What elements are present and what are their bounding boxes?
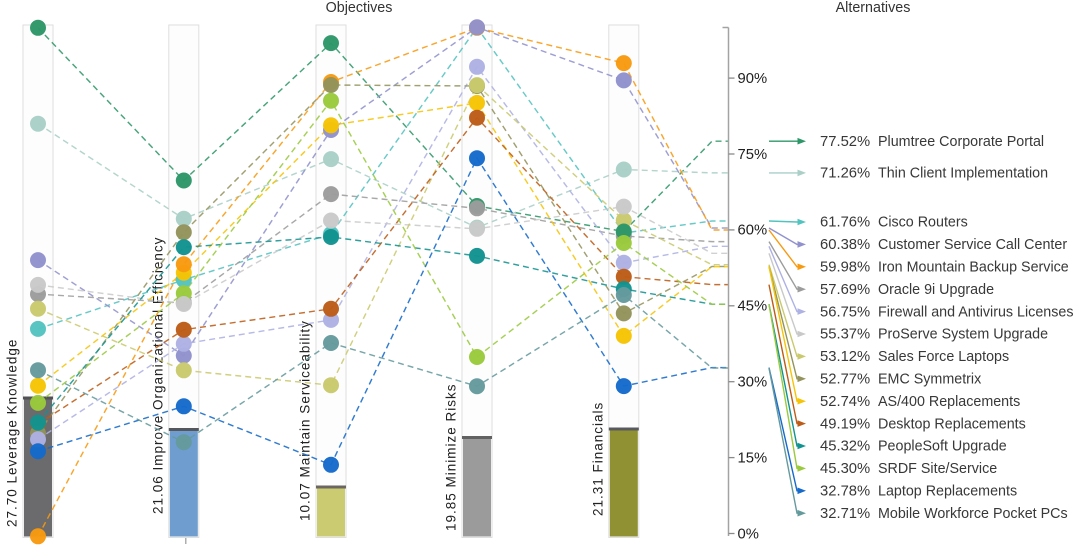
svg-text:Cisco Routers: Cisco Routers (878, 215, 968, 231)
svg-text:32.71%: 32.71% (820, 506, 870, 522)
svg-text:AS/400 Replacements: AS/400 Replacements (878, 394, 1020, 410)
svg-text:52.77%: 52.77% (820, 372, 870, 388)
svg-text:49.19%: 49.19% (820, 416, 870, 432)
svg-text:57.69%: 57.69% (820, 282, 870, 298)
svg-text:21.31 Financials: 21.31 Financials (590, 402, 605, 516)
svg-text:Iron Mountain Backup Service: Iron Mountain Backup Service (878, 260, 1069, 276)
svg-text:Customer Service Call Center: Customer Service Call Center (878, 237, 1067, 253)
svg-text:56.75%: 56.75% (820, 304, 870, 320)
svg-text:Oracle 9i Upgrade: Oracle 9i Upgrade (878, 282, 994, 298)
svg-text:Mobile Workforce Pocket PCs: Mobile Workforce Pocket PCs (878, 506, 1068, 522)
svg-text:EMC Symmetrix: EMC Symmetrix (878, 372, 981, 388)
svg-text:55.37%: 55.37% (820, 327, 870, 343)
svg-text:21.06 Improve Organizational E: 21.06 Improve Organizational Efficiency (150, 237, 165, 514)
svg-text:Thin Client Implementation: Thin Client Implementation (878, 166, 1048, 182)
svg-text:71.26%: 71.26% (820, 166, 870, 182)
svg-text:45.30%: 45.30% (820, 461, 870, 477)
svg-text:Alternatives: Alternatives (836, 0, 911, 16)
svg-text:32.78%: 32.78% (820, 484, 870, 500)
svg-text:45.32%: 45.32% (820, 439, 870, 455)
svg-text:53.12%: 53.12% (820, 349, 870, 365)
svg-text:52.74%: 52.74% (820, 394, 870, 410)
svg-text:27.70 Leverage Knowledge: 27.70 Leverage Knowledge (5, 339, 20, 527)
svg-text:15%: 15% (738, 450, 768, 466)
svg-text:Desktop Replacements: Desktop Replacements (878, 416, 1026, 432)
svg-text:75%: 75% (738, 147, 768, 163)
svg-text:Laptop Replacements: Laptop Replacements (878, 484, 1017, 500)
svg-text:Objectives: Objectives (326, 0, 393, 16)
svg-text:60%: 60% (738, 223, 768, 239)
svg-text:59.98%: 59.98% (820, 260, 870, 276)
svg-text:30%: 30% (738, 375, 768, 391)
svg-text:61.76%: 61.76% (820, 215, 870, 231)
svg-text:SRDF Site/Service: SRDF Site/Service (878, 461, 997, 477)
svg-text:90%: 90% (738, 71, 768, 87)
svg-text:19.85 Minimize Risks: 19.85 Minimize Risks (444, 383, 459, 531)
svg-text:77.52%: 77.52% (820, 134, 870, 150)
svg-text:60.38%: 60.38% (820, 237, 870, 253)
svg-text:ProServe System Upgrade: ProServe System Upgrade (878, 327, 1048, 343)
svg-text:Sales Force Laptops: Sales Force Laptops (878, 349, 1009, 365)
svg-text:Firewall and Antivirus License: Firewall and Antivirus Licenses (878, 304, 1073, 320)
svg-text:10.07 Maintain Serviceability: 10.07 Maintain Serviceability (298, 320, 313, 521)
svg-text:Plumtree Corporate Portal: Plumtree Corporate Portal (878, 134, 1044, 150)
svg-text:PeopleSoft Upgrade: PeopleSoft Upgrade (878, 439, 1007, 455)
svg-text:0%: 0% (738, 526, 759, 542)
svg-text:45%: 45% (738, 299, 768, 315)
